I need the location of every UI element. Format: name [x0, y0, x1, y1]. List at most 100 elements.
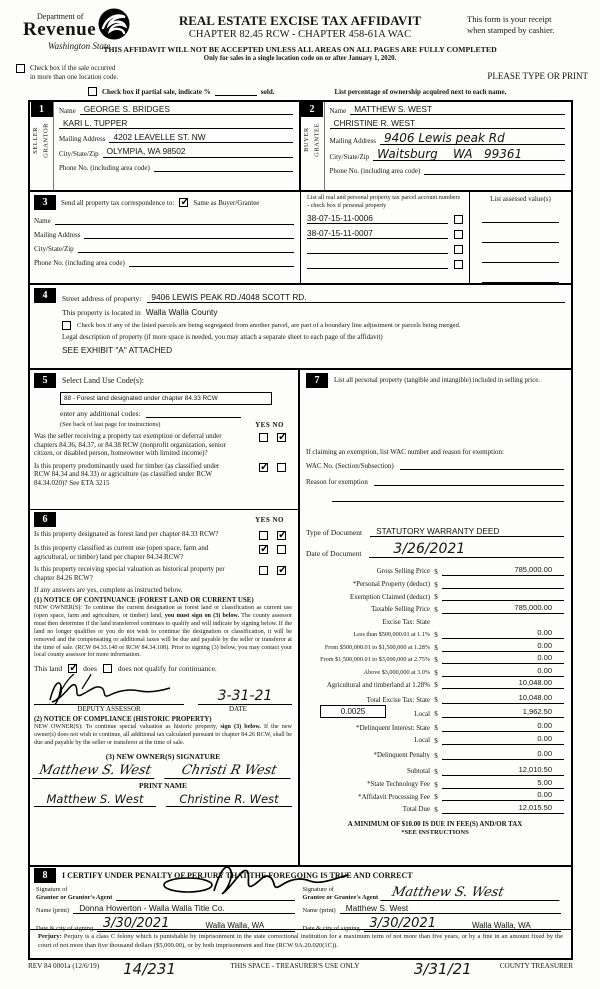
please-type-note: PLEASE TYPE OR PRINT — [487, 71, 588, 81]
section-1-seller: 1 SELLER GRANTOR Name GEORGE S. BRIDGES … — [30, 102, 301, 190]
section-5-land-use: 5 Select Land Use Code(s): 88 - Forest l… — [30, 370, 298, 510]
seller-grantor-label: SELLER GRANTOR — [32, 123, 50, 158]
seller-phone-field — [153, 162, 293, 172]
partial-sale-percent-field — [214, 87, 257, 96]
street-address-field: 9406 LEWIS PEAK RD./4048 SCOTT RD. — [147, 292, 565, 303]
grantor-name-print-label: Name (print) — [36, 906, 70, 914]
s5-question-2: Is this property predominantly used for … — [34, 461, 220, 487]
tier-2-label: From $500,000.01 to $1,500,000 at 1.28% — [324, 643, 430, 651]
grantee-signature-block: Signature of Grantee or Grantee's Agent M… — [301, 883, 568, 934]
continuance-body: NEW OWNER(S): To continue the current de… — [34, 605, 292, 659]
s6-q2-no-checkbox — [277, 545, 286, 554]
wac-number-field — [399, 460, 564, 470]
parcel-4-personal-checkbox — [454, 259, 463, 269]
exemption-claimed-label: Exemption Claimed (deduct) — [350, 593, 430, 601]
land-use-code-select: 88 - Forest land designated under chapte… — [60, 392, 272, 405]
s6-question-1: Is this property designated as forest la… — [34, 530, 219, 538]
buyer-phone-label: Phone No. (including area code) — [329, 166, 421, 175]
see-instructions-note: *SEE INSTRUCTIONS — [401, 828, 469, 836]
if-yes-note: If any answers are yes, complete as inst… — [34, 586, 183, 595]
subtotal-value: 12,010.50 — [442, 765, 564, 776]
parcel-numbers-header: List all real and personal property tax … — [307, 194, 461, 209]
buyer-phone-field — [424, 165, 565, 175]
delinquent-penalty-value: 0.00 — [442, 749, 564, 760]
s5-q1-no-checkbox — [277, 430, 287, 443]
seller-name-label: Name — [59, 107, 76, 116]
section-3-correspondence: 3 Send all property tax correspondence t… — [30, 192, 571, 285]
seller-csz-field: OLYMPIA, WA 98502 — [102, 147, 293, 158]
assessed-value-2-field — [482, 231, 559, 243]
local-rate-box: 0.0025 — [320, 705, 386, 719]
claiming-exemption-note: If claiming an exemption, list WAC numbe… — [306, 448, 504, 456]
delinquent-penalty-label: *Delinquent Penalty — [373, 752, 430, 760]
personal-property-deduct-label: *Personal Property (deduct) — [352, 581, 430, 588]
section-4-number: 4 — [34, 288, 56, 303]
owner-signature-2: Christi R West — [164, 762, 294, 779]
additional-codes-field — [145, 408, 241, 418]
delinquent-interest-local-value: 0.00 — [442, 734, 564, 745]
corr-mailing-label: Mailing Address — [34, 231, 81, 239]
compliance-title: (2) NOTICE OF COMPLIANCE (HISTORIC PROPE… — [34, 716, 212, 724]
date-of-document-label: Date of Document — [306, 549, 362, 558]
seller-phone-label: Phone No. (including area code) — [59, 163, 150, 172]
delinquent-interest-state-label: *Delinquent Interest: State — [356, 724, 430, 732]
section-6-designations: 6 YES NO Is this property designated as … — [30, 510, 298, 807]
local-tax-label: Local — [414, 710, 430, 718]
exemption-claimed-value — [442, 591, 564, 602]
assessed-value-1-field — [482, 211, 559, 223]
tier-3-label: From $1,500,000.01 to $3,000,000 at 2.75… — [320, 656, 430, 664]
gross-selling-price-value: 785,000.00 — [442, 565, 564, 576]
grantor-name-print-field: Donna Howerton - Walla Walla Title Co. — [73, 903, 295, 914]
located-in-label: This property is located in — [62, 308, 141, 317]
total-due-label: Total Due — [402, 806, 430, 814]
grantor-signature-block: Signature of Grantor or Grantor's Agent N… — [34, 883, 301, 934]
tier-1-value: 0.00 — [442, 628, 564, 639]
multi-location-label-1: Check box if the sale occurred — [30, 64, 116, 72]
deputy-assessor-label: DEPUTY ASSESSOR — [77, 705, 141, 714]
grantor-city-field: Walla Walla, WA — [175, 921, 295, 932]
owner-print-1: Matthew S. West — [34, 792, 156, 807]
grantor-agent-signature — [163, 866, 349, 895]
excise-tax-table: Gross Selling Price $785,000.00 *Personal… — [306, 565, 564, 814]
reason-exemption-field — [373, 476, 564, 486]
state-technology-fee-value: 5.00 — [442, 778, 564, 789]
multi-location-label-2: in more than one location code. — [30, 73, 119, 82]
tier-4-label: Above $3,000,000 at 3.0% — [363, 668, 430, 676]
affidavit-processing-fee-label: *Affidavit Processing Fee — [358, 793, 430, 801]
s5-q2-yes-checkbox — [259, 460, 269, 473]
agricultural-timberland-value: 10,048.00 — [442, 679, 564, 690]
grantee-date-city-label: Date & city of signing — [302, 924, 360, 932]
single-location-note: Only for sales in a single location code… — [203, 55, 397, 62]
grantee-agent-signature: Matthew S. West — [380, 885, 563, 901]
s6-question-2: Is this property classified as current u… — [34, 544, 209, 561]
s6-q2-yes-checkbox — [259, 542, 269, 555]
form-footer: REV 84 0001a (12/6/19) 14/231 THIS SPACE… — [28, 962, 573, 977]
land-does-checkbox — [68, 661, 78, 674]
partial-sale-row: Check box if partial sale, indicate % so… — [88, 87, 506, 96]
buyer-csz-label: City/State/Zip — [329, 152, 370, 161]
county-value: Walla Walla County — [145, 307, 218, 317]
partial-sale-checkbox — [88, 87, 97, 96]
compliance-body: NEW OWNER(S): To continue special valuat… — [34, 724, 292, 746]
corr-csz-label: City/State/Zip — [34, 245, 74, 253]
additional-codes-label: enter any additional codes: — [60, 409, 141, 418]
perjury-statement: Perjury: Perjury is a class C felony whi… — [30, 929, 571, 954]
logo-washington-state: Washington State — [48, 41, 111, 51]
corr-name-label: Name — [34, 217, 51, 225]
county-treasurer-label: COUNTY TREASURER — [499, 962, 573, 970]
state-technology-fee-label: *State Technology Fee — [367, 780, 430, 788]
grantor-date-city-label: Date & city of signing — [36, 924, 94, 932]
assessed-value-3-field — [482, 251, 559, 263]
buyer-name-label: Name — [329, 107, 347, 116]
buyer-name2-field: CHRISTINE R. WEST — [329, 119, 565, 130]
tier-3-value: 0.00 — [442, 653, 564, 665]
wac-number-label: WAC No. (Section/Subsection) — [306, 462, 394, 470]
seller-buyer-row: 1 SELLER GRANTOR Name GEORGE S. BRIDGES … — [30, 102, 571, 192]
taxable-selling-price-label: Taxable Selling Price — [371, 606, 430, 614]
s6-q3-yes-checkbox — [259, 566, 268, 576]
segregated-label: Check box if any of the listed parcels a… — [77, 322, 461, 329]
send-correspondence-label: Send all property tax correspondence to: — [61, 198, 175, 207]
grantee-date-field: 3/30/2021 — [363, 916, 442, 932]
owner-signature-1: Matthew S. West — [32, 762, 158, 779]
